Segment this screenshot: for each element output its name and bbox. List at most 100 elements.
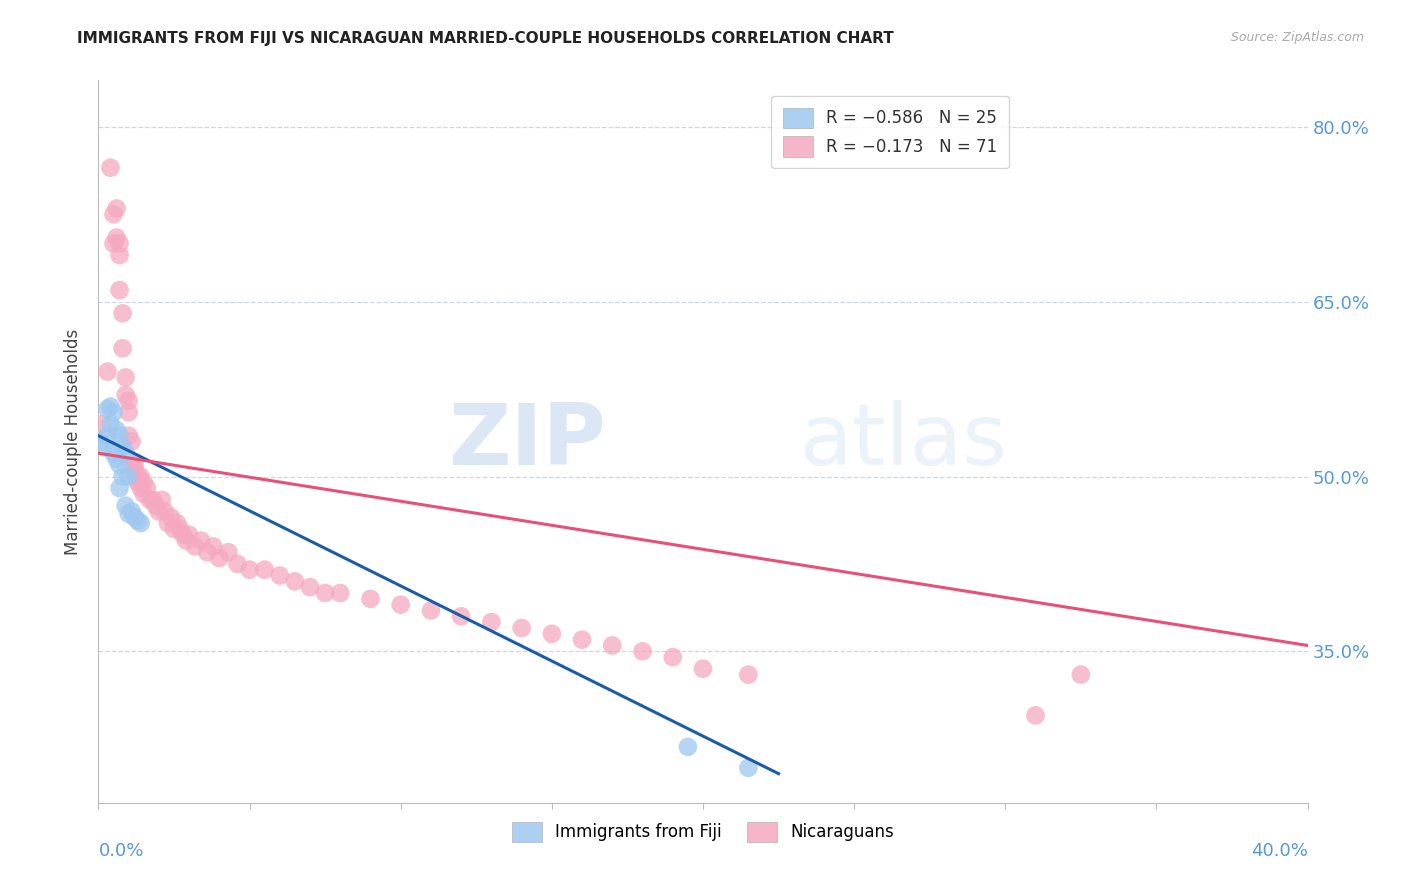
Point bbox=[114, 370, 136, 384]
Point bbox=[481, 615, 503, 630]
Point bbox=[172, 528, 194, 542]
Point bbox=[105, 423, 128, 437]
Point bbox=[100, 417, 122, 431]
Point bbox=[108, 283, 131, 297]
Point bbox=[121, 458, 143, 472]
Point bbox=[661, 650, 683, 665]
Point bbox=[153, 504, 176, 518]
Point bbox=[148, 504, 170, 518]
Point bbox=[132, 475, 155, 490]
Point bbox=[96, 428, 118, 442]
Point bbox=[692, 662, 714, 676]
Point bbox=[111, 469, 134, 483]
Point bbox=[108, 481, 131, 495]
Point bbox=[160, 510, 183, 524]
Point bbox=[100, 161, 122, 175]
Point bbox=[105, 230, 128, 244]
Point bbox=[108, 458, 131, 472]
Point bbox=[737, 761, 759, 775]
Point bbox=[129, 481, 152, 495]
Point bbox=[602, 639, 624, 653]
Point bbox=[100, 400, 122, 414]
Point bbox=[166, 516, 188, 530]
Point bbox=[103, 405, 125, 419]
Point bbox=[540, 627, 562, 641]
Point bbox=[121, 434, 143, 449]
Point bbox=[145, 499, 167, 513]
Point bbox=[111, 306, 134, 320]
Point bbox=[139, 492, 162, 507]
Point bbox=[420, 603, 443, 617]
Point bbox=[150, 492, 173, 507]
Point bbox=[124, 458, 146, 472]
Point bbox=[253, 563, 276, 577]
Text: 0.0%: 0.0% bbox=[98, 842, 143, 860]
Point bbox=[135, 481, 157, 495]
Point bbox=[127, 469, 149, 483]
Point bbox=[118, 405, 141, 419]
Point bbox=[631, 644, 654, 658]
Point bbox=[103, 446, 125, 460]
Point bbox=[163, 522, 186, 536]
Point bbox=[114, 388, 136, 402]
Point bbox=[118, 393, 141, 408]
Y-axis label: Married-couple Households: Married-couple Households bbox=[65, 328, 83, 555]
Point bbox=[103, 236, 125, 251]
Point bbox=[118, 428, 141, 442]
Point bbox=[239, 563, 262, 577]
Point bbox=[450, 609, 472, 624]
Point bbox=[174, 533, 197, 548]
Point bbox=[179, 528, 201, 542]
Point bbox=[96, 365, 118, 379]
Point bbox=[105, 202, 128, 216]
Point bbox=[121, 504, 143, 518]
Point bbox=[124, 510, 146, 524]
Point bbox=[389, 598, 412, 612]
Point bbox=[114, 499, 136, 513]
Point bbox=[329, 586, 352, 600]
Point bbox=[108, 236, 131, 251]
Point bbox=[269, 568, 291, 582]
Point bbox=[114, 446, 136, 460]
Point bbox=[190, 533, 212, 548]
Text: atlas: atlas bbox=[800, 400, 1008, 483]
Text: Source: ZipAtlas.com: Source: ZipAtlas.com bbox=[1230, 31, 1364, 45]
Point bbox=[208, 551, 231, 566]
Point bbox=[111, 441, 134, 455]
Point bbox=[108, 428, 131, 442]
Point bbox=[314, 586, 336, 600]
Point bbox=[299, 580, 322, 594]
Point bbox=[1070, 667, 1092, 681]
Point bbox=[132, 487, 155, 501]
Point bbox=[103, 207, 125, 221]
Point bbox=[111, 341, 134, 355]
Point bbox=[124, 464, 146, 478]
Point bbox=[129, 469, 152, 483]
Point bbox=[169, 522, 191, 536]
Point bbox=[360, 591, 382, 606]
Point bbox=[127, 514, 149, 528]
Point bbox=[129, 516, 152, 530]
Point bbox=[90, 434, 112, 449]
Point bbox=[676, 739, 699, 754]
Point bbox=[510, 621, 533, 635]
Point bbox=[217, 545, 239, 559]
Legend: Immigrants from Fiji, Nicaraguans: Immigrants from Fiji, Nicaraguans bbox=[505, 815, 901, 848]
Point bbox=[142, 492, 165, 507]
Point bbox=[202, 540, 225, 554]
Text: ZIP: ZIP bbox=[449, 400, 606, 483]
Point bbox=[1024, 708, 1046, 723]
Point bbox=[118, 507, 141, 521]
Point bbox=[226, 557, 249, 571]
Point bbox=[184, 540, 207, 554]
Point bbox=[571, 632, 593, 647]
Point bbox=[156, 516, 179, 530]
Point bbox=[108, 248, 131, 262]
Point bbox=[127, 475, 149, 490]
Text: 40.0%: 40.0% bbox=[1251, 842, 1308, 860]
Point bbox=[195, 545, 218, 559]
Point bbox=[96, 401, 118, 416]
Point bbox=[284, 574, 307, 589]
Point bbox=[118, 469, 141, 483]
Point bbox=[90, 417, 112, 431]
